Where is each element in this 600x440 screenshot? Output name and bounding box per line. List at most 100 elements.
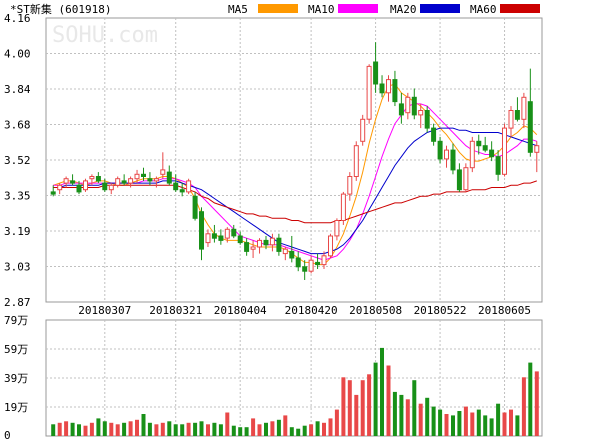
candle-body — [450, 149, 456, 171]
volume-bar — [386, 365, 391, 436]
volume-bar — [528, 362, 533, 436]
candle-body — [269, 237, 275, 246]
volume-bar — [167, 421, 172, 436]
legend-label-ma5: MA5 — [228, 3, 248, 16]
volume-bar — [502, 412, 507, 436]
volume-bar — [444, 414, 449, 436]
volume-bar — [193, 422, 198, 436]
price-y-tick-label: 3.35 — [4, 190, 31, 203]
candle-body — [386, 79, 391, 94]
candle-body — [456, 169, 462, 191]
candle-body — [108, 184, 114, 191]
candle-body — [153, 178, 159, 182]
candle-body — [186, 180, 192, 193]
candle-body — [218, 235, 224, 241]
candle-body — [166, 171, 172, 184]
ma-line-ma5 — [53, 83, 538, 266]
candle-body — [205, 233, 211, 244]
volume-bar — [431, 406, 436, 436]
candle-body — [392, 79, 398, 103]
volume-bar — [380, 347, 384, 436]
candle-body — [521, 96, 527, 120]
volume-bar — [135, 419, 139, 436]
volume-bar — [109, 422, 114, 436]
volume-bar — [70, 422, 75, 436]
candle-body — [257, 239, 262, 248]
legend-swatch-ma20 — [420, 4, 460, 13]
volume-bar — [180, 424, 185, 436]
x-tick-label: 20180508 — [349, 304, 402, 317]
candle-body — [476, 140, 482, 147]
candle-body — [224, 228, 230, 239]
candle-body — [315, 261, 321, 266]
volume-bar — [57, 422, 62, 436]
candle-body — [121, 180, 127, 184]
candle-body — [418, 110, 424, 116]
price-y-tick-label: 2.87 — [4, 296, 31, 309]
candle-body — [302, 266, 308, 272]
candle-body — [57, 184, 63, 191]
volume-bar — [154, 424, 159, 436]
volume-bar — [51, 424, 56, 436]
moving-average-lines — [53, 83, 538, 266]
candle-body — [102, 182, 108, 191]
candle-body — [231, 228, 237, 237]
candle-body — [405, 96, 411, 114]
volume-bar — [489, 418, 494, 436]
date-x-axis: 20180307 20180321 20180404 20180420 20180508… — [78, 304, 531, 317]
x-tick-label: 20180605 — [478, 304, 531, 317]
candle-body — [147, 178, 153, 182]
candle-body — [514, 110, 520, 120]
candle-body — [444, 149, 449, 160]
volume-bar — [238, 427, 243, 436]
volume-bar — [399, 394, 404, 436]
volume-bar — [341, 377, 346, 436]
candle-body — [276, 237, 282, 252]
candle-body — [282, 248, 288, 255]
candle-body — [527, 101, 533, 153]
candle-body — [192, 195, 198, 219]
volume-bar — [231, 425, 236, 436]
x-tick-label: 20180307 — [78, 304, 131, 317]
volume-bar — [289, 427, 294, 436]
candle-body — [431, 127, 437, 142]
legend-label-ma60: MA60 — [470, 3, 497, 16]
candlesticks — [50, 42, 540, 280]
candle-body — [482, 145, 488, 151]
volume-bar — [122, 422, 127, 436]
candle-body — [340, 193, 346, 222]
candle-body — [495, 156, 501, 175]
candle-body — [308, 259, 314, 272]
volume-bar — [302, 425, 307, 436]
price-y-axis: 4.16 4.00 3.84 3.68 3.52 3.35 3.19 3.03 2.87 — [4, 12, 31, 309]
candle-body — [263, 239, 269, 246]
candle-body — [321, 255, 327, 266]
volume-bar — [270, 421, 275, 436]
candle-body — [50, 191, 56, 195]
volume-bar — [496, 403, 501, 436]
candle-body — [115, 178, 121, 186]
volume-bar — [83, 425, 88, 436]
candle-body — [83, 180, 88, 191]
price-y-tick-label: 3.03 — [4, 261, 31, 274]
volume-bar — [483, 415, 488, 436]
volume-bar — [457, 411, 462, 436]
volume-bar — [147, 422, 152, 436]
volume-bar — [102, 421, 107, 436]
volume-bar — [264, 422, 268, 436]
candle-body — [489, 149, 495, 158]
volume-bar — [173, 424, 178, 436]
ma-line-ma60 — [53, 180, 537, 224]
volume-bar — [347, 380, 352, 436]
volume-bar — [373, 362, 378, 436]
volume-bar — [283, 415, 288, 436]
candle-body — [534, 145, 540, 153]
candle-body — [76, 184, 82, 193]
legend-label-ma10: MA10 — [308, 3, 335, 16]
volume-bar — [276, 419, 281, 436]
volume-bar — [322, 422, 326, 436]
price-y-tick-label: 4.16 — [4, 12, 31, 25]
candle-body — [160, 169, 166, 175]
volume-y-tick-label: 39万 — [4, 372, 28, 385]
candle-body — [508, 110, 514, 129]
